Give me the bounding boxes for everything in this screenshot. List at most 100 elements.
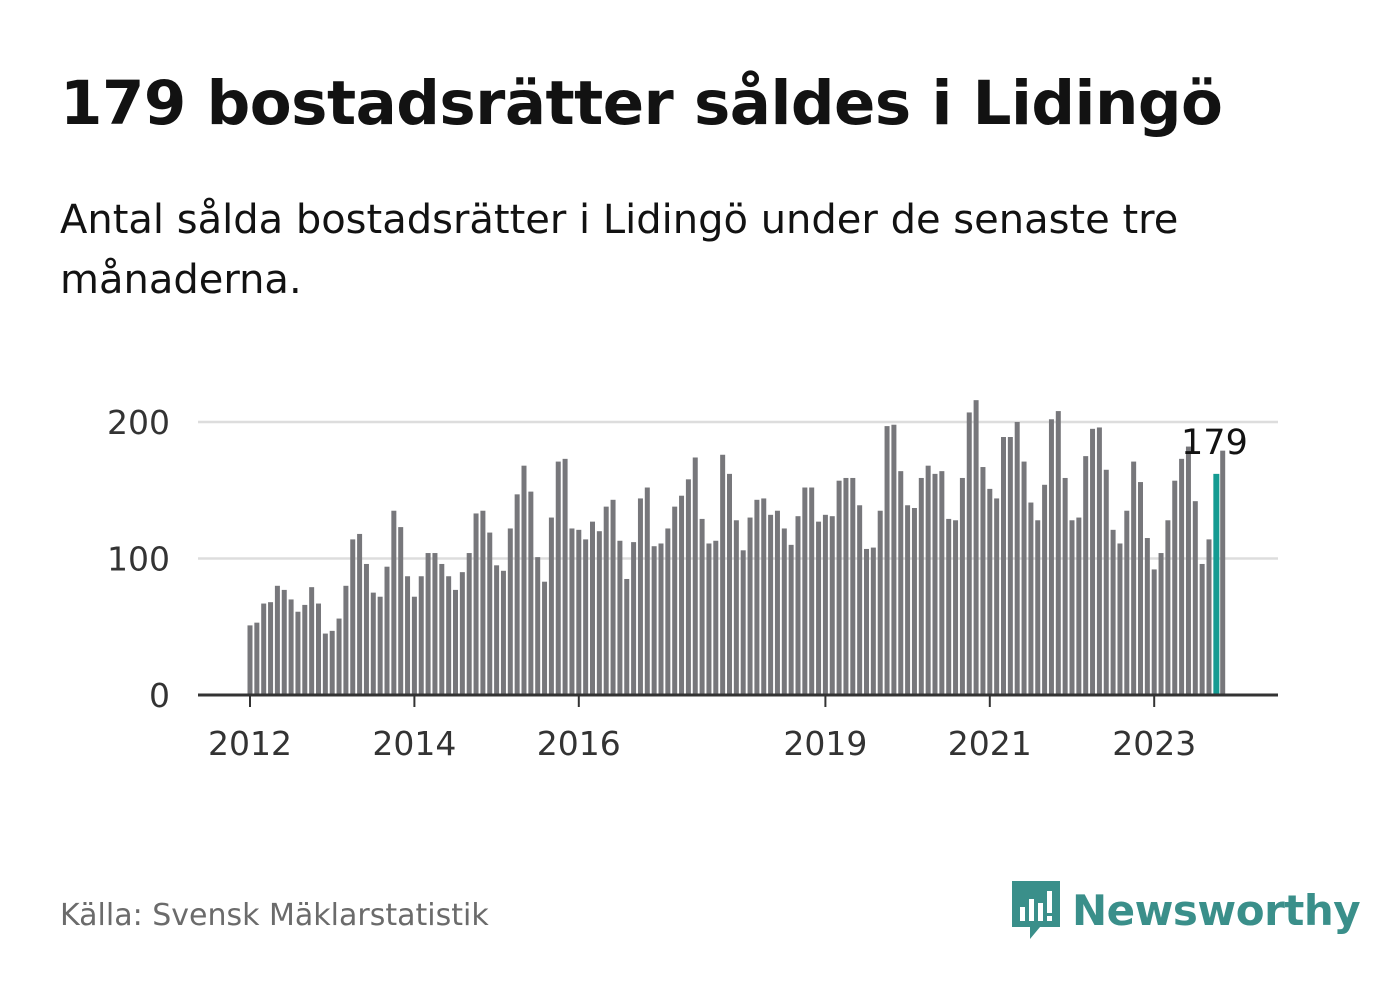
bar: [637, 498, 643, 695]
bar: [350, 539, 356, 695]
bar: [1124, 510, 1130, 695]
bar: [247, 625, 253, 695]
bar: [864, 548, 869, 695]
bar: [679, 495, 685, 695]
bar: [391, 510, 397, 695]
bar: [1144, 538, 1150, 695]
bar: [685, 479, 691, 695]
bar: [583, 539, 589, 695]
bar: [953, 520, 959, 695]
bar: [1042, 484, 1048, 695]
bar: [891, 424, 897, 695]
bar: [1007, 437, 1013, 695]
bar: [1090, 428, 1096, 695]
bar: [411, 596, 417, 695]
bar: [1199, 563, 1205, 695]
bar: [521, 465, 527, 695]
bar: [918, 477, 924, 695]
bar: [699, 518, 705, 695]
bar: [1151, 569, 1157, 695]
x-tick-label: 2016: [537, 724, 621, 763]
bar: [1014, 422, 1020, 695]
bar: [980, 467, 986, 695]
bar: [802, 487, 808, 695]
bar: [939, 471, 945, 695]
source-note: Källa: Svensk Mäklarstatistik: [60, 898, 489, 933]
bar: [617, 540, 623, 695]
bar: [500, 570, 506, 695]
bar: [672, 506, 678, 695]
bar: [1062, 477, 1068, 695]
bar: [1110, 529, 1116, 695]
bar: [706, 543, 712, 695]
bar: [1158, 553, 1164, 695]
bar: [932, 473, 938, 695]
bar: [740, 550, 746, 695]
bar: [761, 498, 767, 695]
bar: [281, 589, 287, 695]
bar: [322, 633, 328, 695]
bar: [727, 473, 732, 695]
bar: [377, 596, 383, 695]
chart-subtitle: Antal sålda bostadsrätter i Lidingö unde…: [60, 197, 1179, 303]
bar: [1185, 446, 1191, 695]
bar: [843, 477, 849, 695]
bar: [795, 516, 801, 695]
bar: [788, 544, 794, 695]
bar: [665, 528, 671, 695]
bar: [973, 400, 979, 695]
bar: [747, 517, 753, 695]
bar: [774, 510, 780, 695]
bar: [432, 553, 438, 695]
bar: [446, 576, 452, 695]
bar: [651, 546, 657, 695]
bar: [816, 521, 822, 695]
bar: [1165, 520, 1171, 695]
bar: [692, 457, 698, 695]
bar: [473, 513, 479, 695]
bar: [1055, 411, 1061, 695]
bar: [733, 520, 739, 695]
bar: [425, 553, 431, 695]
bar: [959, 477, 965, 695]
bar: [466, 553, 472, 695]
bar: [809, 487, 815, 695]
bar: [905, 505, 911, 695]
y-tick-label: 200: [107, 403, 170, 442]
bar: [1076, 517, 1082, 695]
bar: [911, 507, 917, 695]
x-tick-label: 2014: [372, 724, 456, 763]
bar-chart: 0 100 200 2012 2014 2016 2019 2021 2023 179: [107, 400, 1278, 763]
bar: [857, 505, 863, 695]
bar: [603, 506, 609, 695]
bar: [487, 532, 493, 695]
bar: [877, 510, 883, 695]
bar: [459, 572, 465, 695]
bar: [384, 566, 390, 695]
bar: [1096, 427, 1102, 695]
bar: [850, 477, 856, 695]
bar: [994, 498, 1000, 695]
bar: [535, 557, 541, 695]
bar: [309, 587, 315, 695]
bar: [542, 581, 548, 695]
newsworthy-logo[interactable]: Newsworthy: [1010, 878, 1361, 942]
bar: [1028, 502, 1034, 695]
bar: [596, 531, 602, 695]
bar: [1172, 480, 1178, 695]
bar: [329, 630, 335, 695]
bar: [295, 611, 301, 695]
bar: [1048, 419, 1054, 695]
bar: [987, 488, 993, 695]
bar: [274, 585, 280, 695]
bar: [644, 487, 650, 695]
chart-title: 179 bostadsrätter såldes i Lidingö: [60, 68, 1223, 139]
bar: [418, 576, 424, 695]
y-tick-label: 0: [149, 676, 170, 715]
bar: [439, 563, 445, 695]
bar: [357, 533, 363, 695]
bar: [836, 480, 842, 695]
bar: [453, 589, 458, 695]
bar: [713, 540, 719, 695]
bar: [1021, 461, 1027, 695]
